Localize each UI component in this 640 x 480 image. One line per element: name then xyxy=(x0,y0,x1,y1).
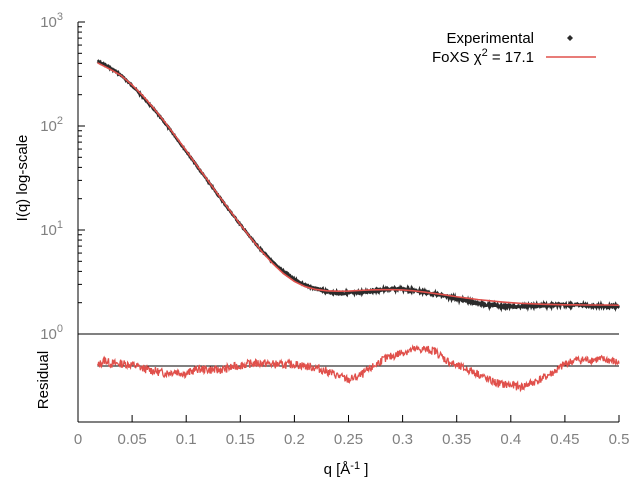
residual-plot-panel: 0 0.05 0.1 0.15 0.2 0.25 0.3 0.35 0.4 0.45 0.5 Res… xyxy=(35,334,629,478)
x-tick-label: 0.2 xyxy=(284,431,305,448)
y-tick-label: 102 xyxy=(40,115,63,135)
x-axis-title: q [Å-1 ] xyxy=(324,460,369,478)
main-plot-panel: 100 101 102 103 I(q) log-scale xyxy=(14,11,621,343)
y-tick-label: 101 xyxy=(40,219,63,239)
x-tick-label: 0 xyxy=(74,431,82,448)
legend: Experimental FoXS χ2 = 17.1 xyxy=(432,30,596,66)
x-ticks: 0 0.05 0.1 0.15 0.2 0.25 0.3 0.35 0.4 0.45 0.5 xyxy=(74,415,630,448)
residual-y-axis-title: Residual xyxy=(35,351,52,409)
y-tick-label: 103 xyxy=(40,11,63,31)
x-tick-label: 0.15 xyxy=(226,431,255,448)
x-tick-label: 0.5 xyxy=(609,431,630,448)
legend-label-foxs-base: FoXS χ xyxy=(432,49,482,66)
residual-series-layer xyxy=(96,344,620,393)
legend-label-foxs: FoXS χ2 = 17.1 xyxy=(432,47,534,66)
x-tick-label: 0.35 xyxy=(442,431,471,448)
x-tick-label: 0.3 xyxy=(392,431,413,448)
residual-series xyxy=(96,344,620,393)
foxs-fit-line xyxy=(97,62,620,307)
x-tick-label: 0.4 xyxy=(500,431,521,448)
legend-label-experimental: Experimental xyxy=(446,30,534,47)
x-tick-label: 0.45 xyxy=(550,431,579,448)
legend-marker-experimental xyxy=(567,35,573,41)
x-tick-label: 0.1 xyxy=(176,431,197,448)
y-tick-label: 100 xyxy=(40,323,63,343)
main-y-ticks: 100 101 102 103 xyxy=(40,11,85,343)
legend-label-foxs-tail: = 17.1 xyxy=(488,49,534,66)
x-tick-label: 0.25 xyxy=(334,431,363,448)
main-series-layer xyxy=(96,59,621,313)
legend-label-foxs-sup: 2 xyxy=(482,47,488,59)
x-tick-label: 0.05 xyxy=(117,431,146,448)
experimental-series xyxy=(96,59,621,313)
main-y-axis-title: I(q) log-scale xyxy=(14,135,31,222)
